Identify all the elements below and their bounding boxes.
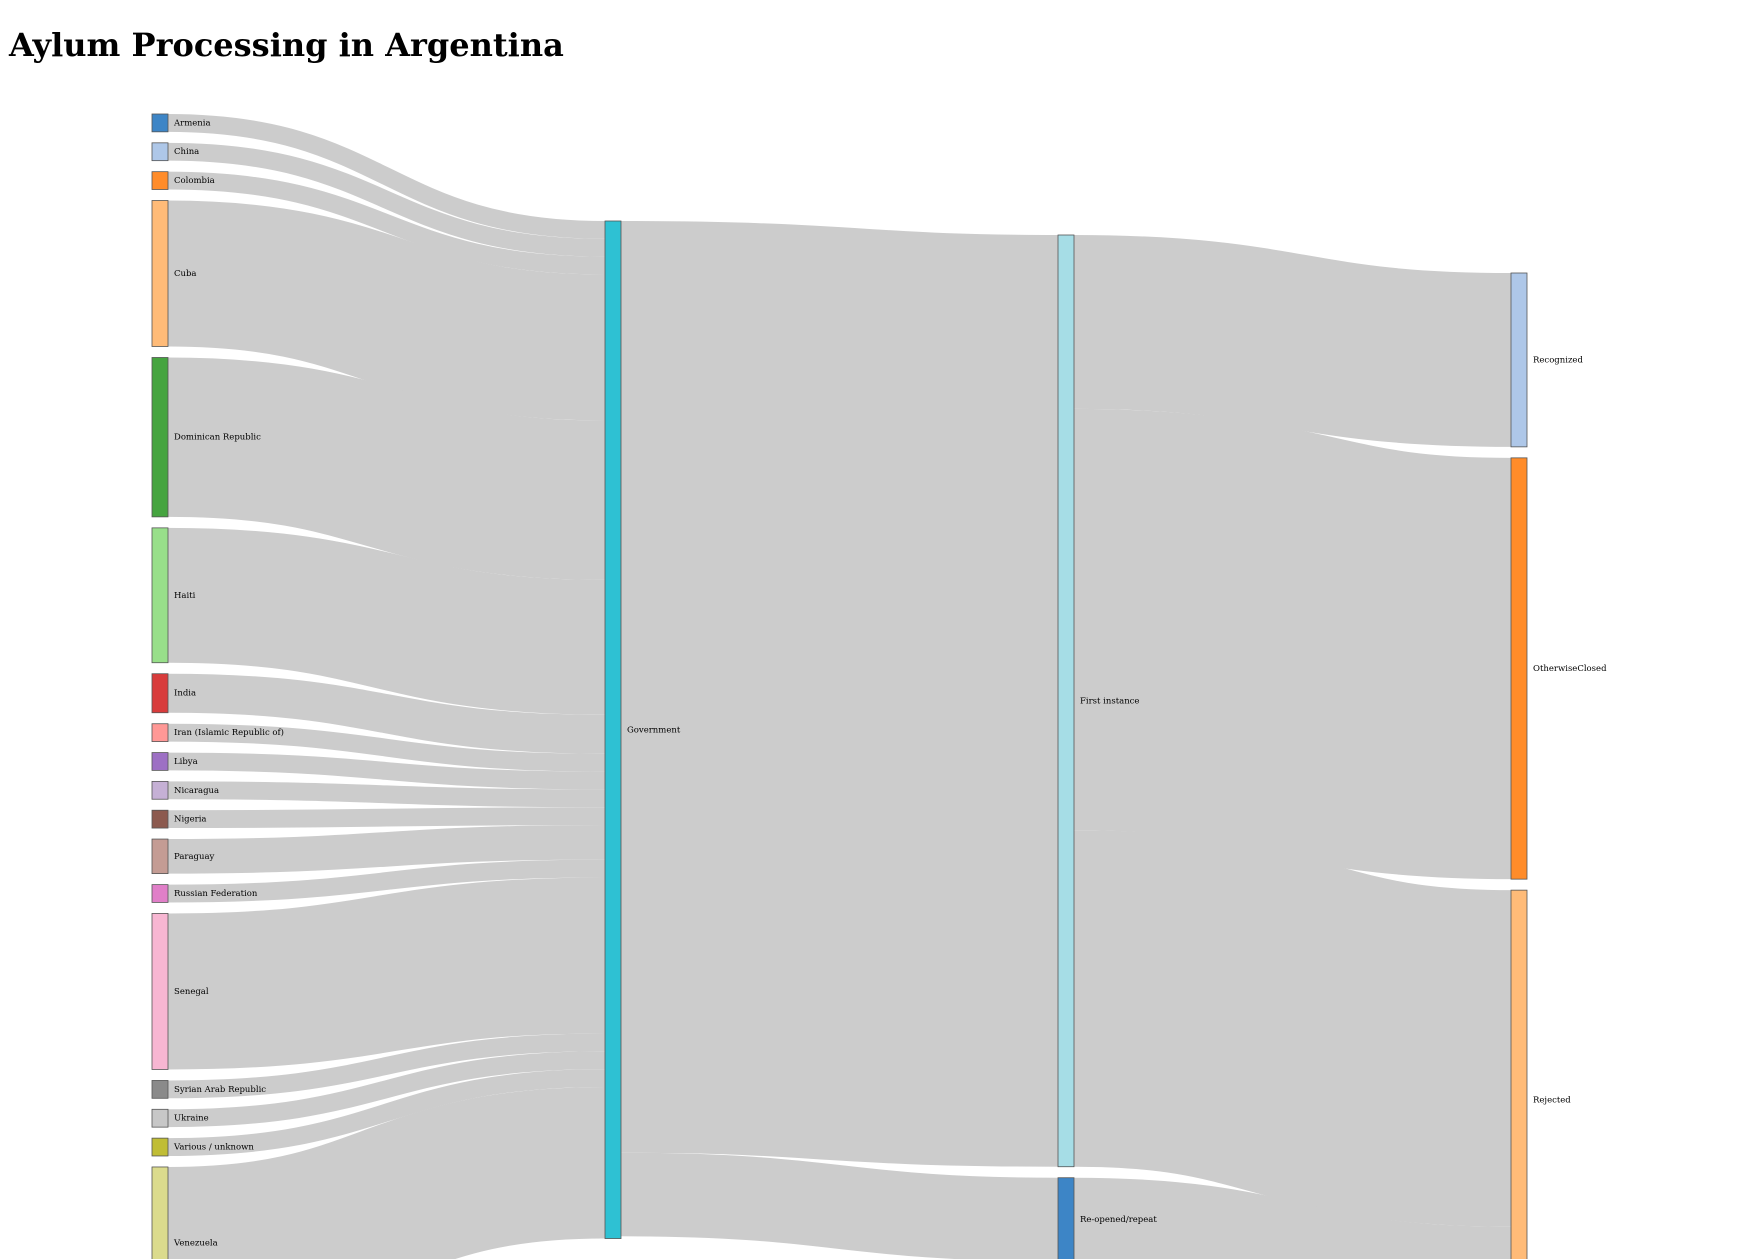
link-ukraine-to-government [167, 1051, 606, 1128]
node-label-first-instance: First instance [1080, 696, 1139, 706]
node-label-nicaragua: Nicaragua [174, 786, 219, 796]
node-dominican-republic [151, 357, 169, 518]
link-various-unknown-to-government [167, 1069, 606, 1156]
node-label-senegal: Senegal [174, 987, 209, 997]
node-label-venezuela: Venezuela [173, 1238, 218, 1248]
node-paraguay [151, 838, 169, 875]
link-haiti-to-government [167, 527, 606, 715]
node-label-government: Government [627, 725, 681, 735]
link-libya-to-government [167, 752, 606, 790]
link-re-opened-repeat-to-rejected [1073, 1177, 1512, 1259]
node-label-russian-federation: Russian Federation [174, 889, 258, 899]
node-label-armenia: Armenia [173, 118, 211, 128]
node-label-libya: Libya [174, 757, 198, 767]
link-government-to-first-instance [620, 221, 1059, 1167]
node-ukraine [151, 1108, 169, 1128]
link-venezuela-to-government [167, 1086, 606, 1259]
link-dominican-republic-to-government [167, 357, 606, 580]
node-nigeria [151, 809, 169, 829]
node-label-re-opened-repeat: Re-opened/repeat [1080, 1215, 1157, 1225]
link-russian-federation-to-government [167, 859, 606, 903]
node-first-instance [1057, 234, 1075, 1168]
link-first-instance-to-otherwiseclosed [1072, 408, 1513, 880]
node-label-paraguay: Paraguay [174, 852, 215, 862]
node-senegal [151, 913, 169, 1070]
node-label-china: China [174, 147, 199, 157]
node-label-ukraine: Ukraine [174, 1114, 209, 1124]
node-label-syrian-arab-republic: Syrian Arab Republic [174, 1085, 266, 1095]
sankey-labels: Armenia China Colombia Cuba Dominican Republ… [173, 118, 1607, 1248]
link-colombia-to-government [167, 171, 606, 275]
link-nicaragua-to-government [167, 781, 606, 808]
node-label-haiti: Haiti [174, 591, 196, 601]
link-cuba-to-government [167, 200, 606, 421]
node-label-recognized: Recognized [1533, 355, 1583, 365]
link-paraguay-to-government [167, 825, 606, 874]
node-syrian-arab-republic [151, 1080, 169, 1099]
link-senegal-to-government [167, 877, 606, 1070]
node-label-dominican-republic: Dominican Republic [174, 433, 261, 443]
node-label-cuba: Cuba [174, 269, 197, 279]
node-haiti [151, 527, 169, 664]
link-first-instance-to-rejected [1072, 830, 1513, 1227]
node-libya [151, 752, 169, 771]
node-china [151, 142, 169, 162]
link-armenia-to-government [167, 114, 606, 239]
node-nicaragua [151, 780, 169, 800]
link-government-to-re-opened-repeat [620, 1152, 1059, 1259]
node-venezuela [151, 1166, 169, 1259]
node-various-unknown [151, 1137, 169, 1157]
node-label-iran-islamic-republic-of: Iran (Islamic Republic of) [174, 727, 284, 738]
node-label-india: India [174, 689, 196, 699]
node-otherwiseclosed [1510, 457, 1528, 880]
link-syrian-arab-republic-to-government [167, 1033, 606, 1099]
node-label-rejected: Rejected [1533, 1096, 1571, 1106]
node-label-colombia: Colombia [174, 176, 215, 186]
link-nigeria-to-government [167, 807, 606, 829]
sankey-links [167, 114, 1513, 1259]
node-rejected [1510, 889, 1528, 1259]
node-label-nigeria: Nigeria [174, 815, 206, 825]
node-armenia [151, 113, 169, 133]
node-label-various-unknown: Various / unknown [173, 1143, 254, 1153]
link-china-to-government [167, 142, 606, 257]
link-india-to-government [167, 673, 606, 754]
link-iran-islamic-republic-of-to-government [167, 723, 606, 772]
node-india [151, 673, 169, 714]
node-colombia [151, 171, 169, 190]
node-russian-federation [151, 884, 169, 903]
node-iran-islamic-republic-of [151, 723, 169, 742]
chart-title: Aylum Processing in Argentina [9, 26, 564, 64]
link-first-instance-to-recognized [1073, 235, 1512, 447]
node-government [604, 220, 622, 1239]
node-cuba [151, 200, 169, 347]
node-recognized [1510, 272, 1528, 448]
node-re-opened-repeat [1057, 1177, 1075, 1259]
sankey-nodes [151, 113, 1528, 1259]
node-label-otherwiseclosed: OtherwiseClosed [1533, 664, 1607, 674]
